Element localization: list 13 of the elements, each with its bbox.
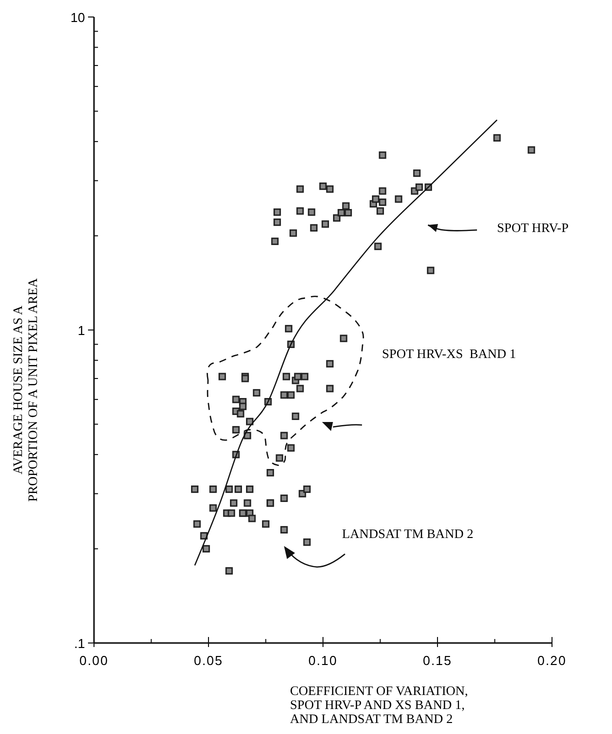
x-tick-label: 0.10 <box>308 653 338 668</box>
x-tick-label: 0.15 <box>422 653 452 668</box>
x-tick-label: 0.05 <box>194 653 224 668</box>
annotation: SPOT HRV-XS BAND 1 <box>382 346 516 361</box>
y-tick-label: 10 <box>70 10 85 25</box>
y-axis-title: AVERAGE HOUSE SIZE AS A PROPORTION OF A UNIT PIXEL AREA <box>10 278 40 502</box>
y-tick-label: 1 <box>78 323 85 338</box>
y-tick-label: .1 <box>74 636 85 651</box>
x-tick-label: 0.20 <box>537 653 567 668</box>
annotation: SPOT HRV-P <box>497 220 569 235</box>
annotation: LANDSAT TM BAND 2 <box>342 526 474 541</box>
x-tick-label: 0.00 <box>79 653 109 668</box>
x-axis-title: COEFFICIENT OF VARIATION, SPOT HRV-P AND XS BAND 1, AND LANDSAT TM BAND 2 <box>290 683 468 726</box>
